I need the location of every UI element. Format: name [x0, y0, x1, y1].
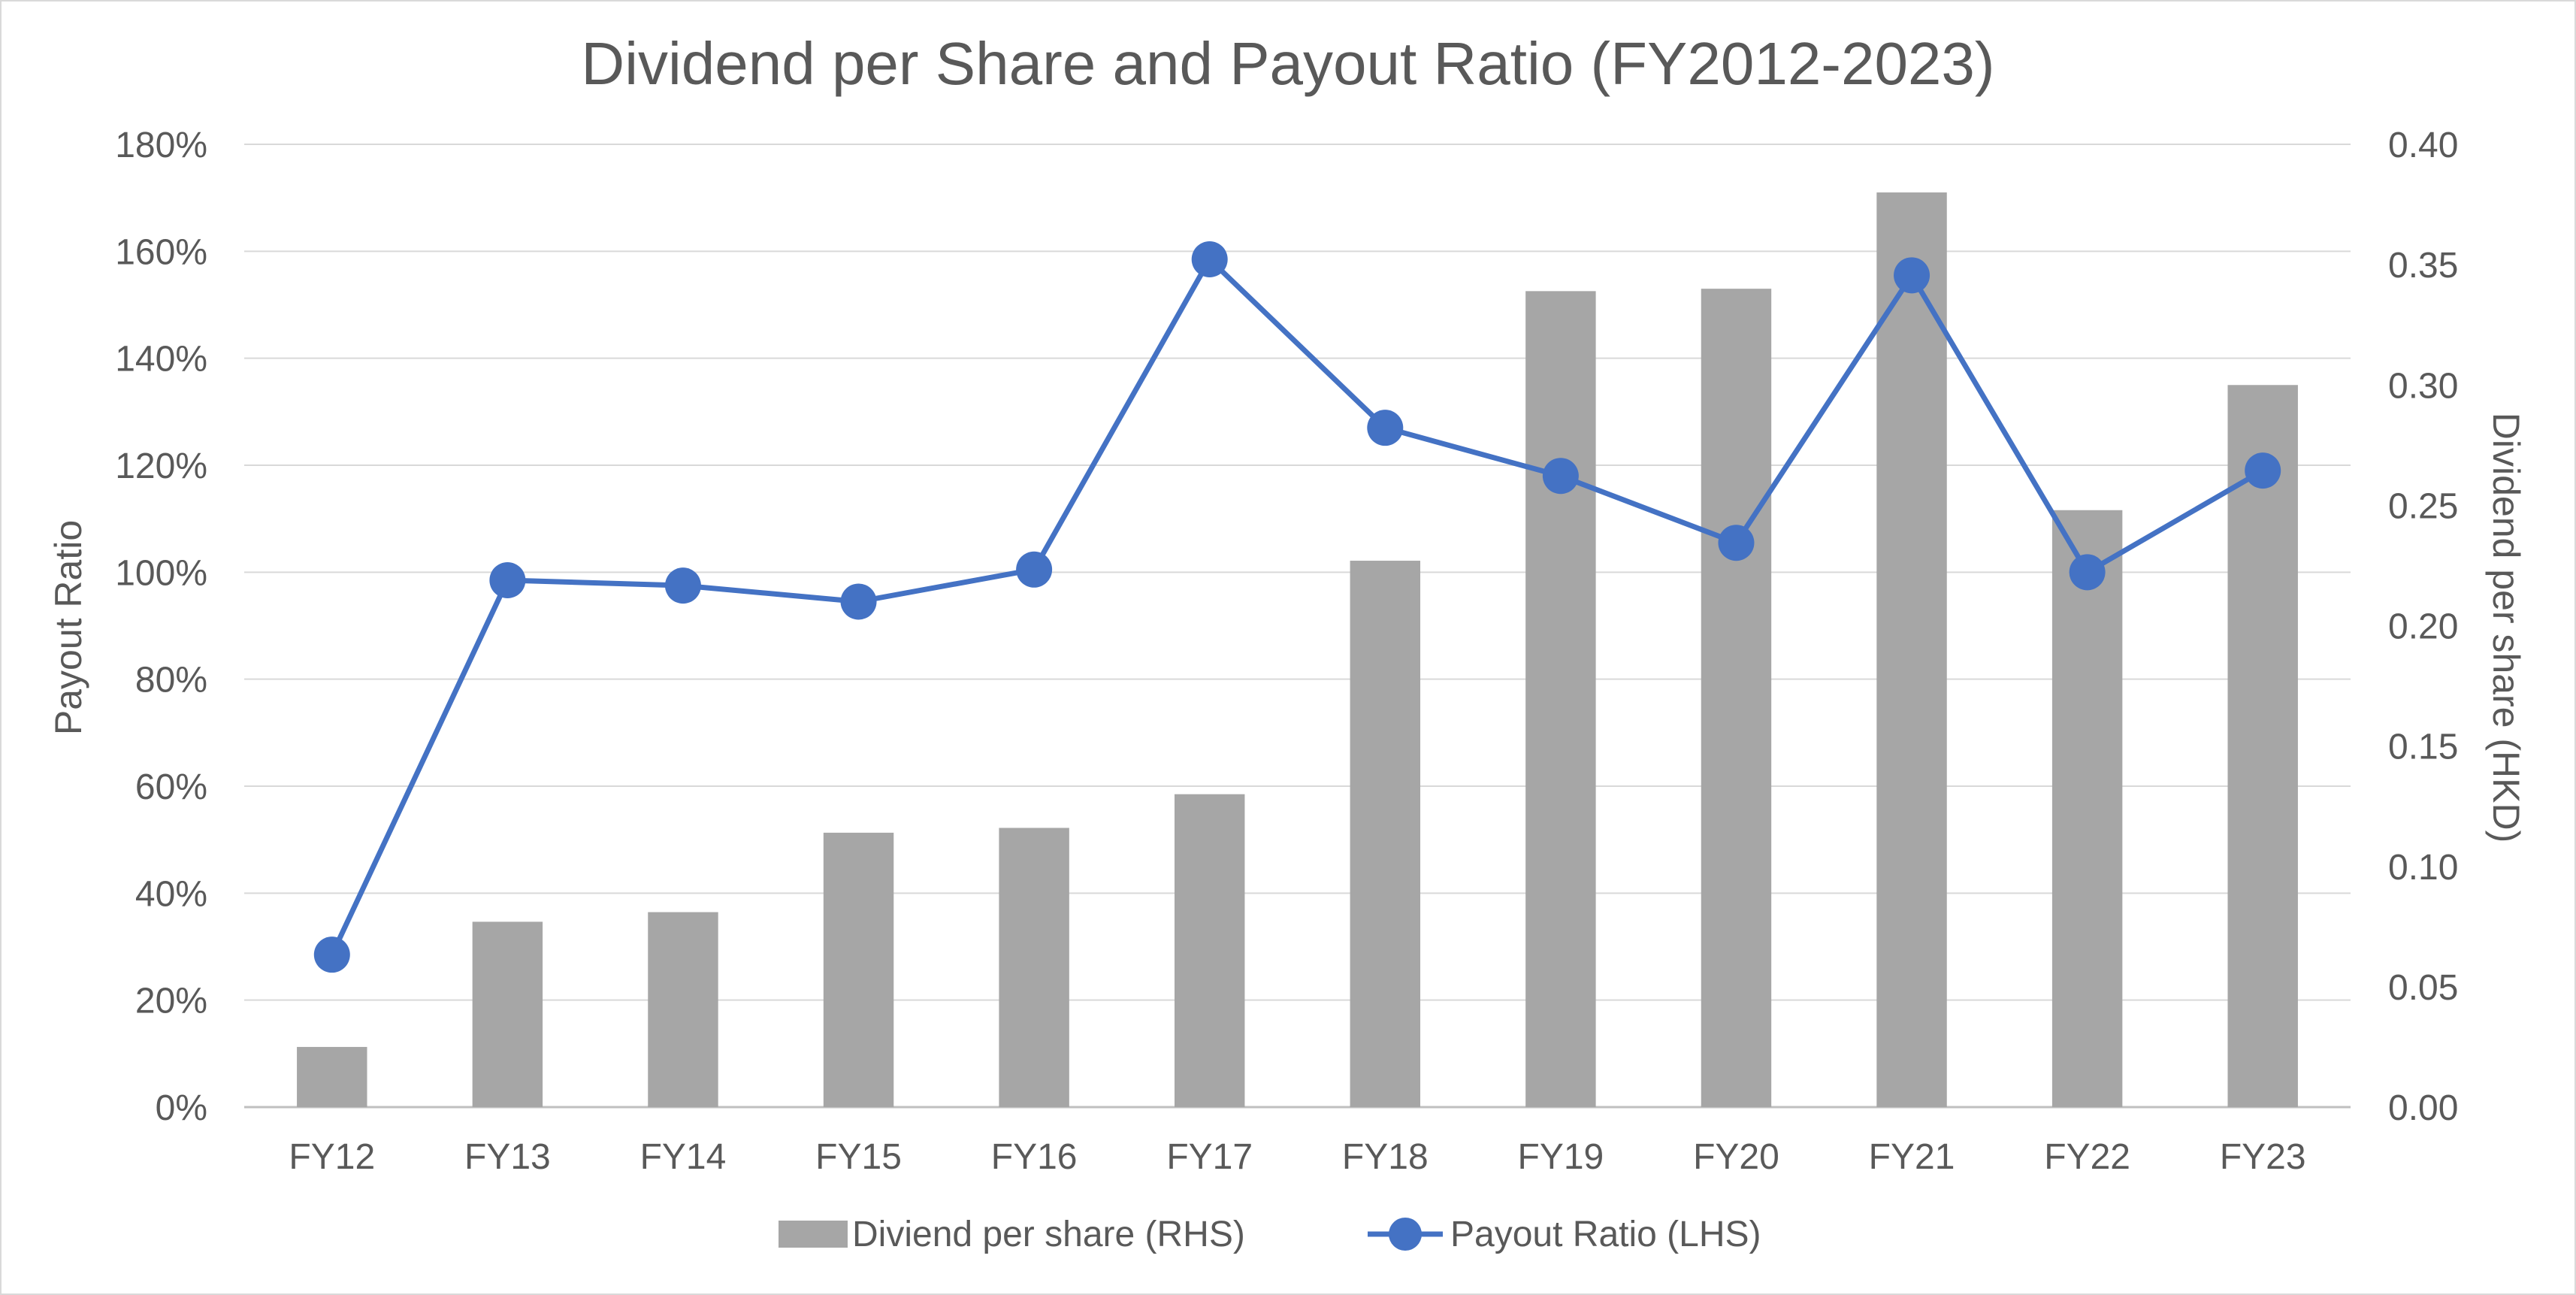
legend: Diviend per share (RHS) Payout Ratio (LH… — [779, 1215, 1761, 1254]
x-tick-label: FY17 — [1166, 1137, 1253, 1177]
payout-ratio-line — [329, 256, 2264, 956]
payout-point-fy18 — [1367, 410, 1404, 446]
bar-dps-fy22 — [2051, 510, 2123, 1107]
right-tick-label: 0.40 — [2388, 126, 2458, 165]
payout-point-fy19 — [1542, 458, 1579, 495]
legend-bar-swatch — [779, 1221, 848, 1248]
x-tick-label: FY13 — [464, 1137, 551, 1177]
right-tick-label: 0.10 — [2388, 848, 2458, 888]
x-tick-label: FY22 — [2044, 1137, 2130, 1177]
bar-dps-fy12 — [297, 1046, 367, 1107]
right-tick-label: 0.20 — [2388, 607, 2458, 647]
right-tick-label: 0.05 — [2388, 968, 2458, 1008]
x-tick-label: FY21 — [1869, 1137, 1955, 1177]
bar-dps-fy19 — [1525, 291, 1596, 1107]
bar-dps-fy18 — [1350, 561, 1421, 1107]
payout-point-fy14 — [664, 567, 701, 604]
left-tick-label: 80% — [135, 661, 207, 700]
left-tick-label: 0% — [156, 1088, 207, 1128]
left-tick-label: 140% — [115, 340, 207, 380]
right-tick-label: 0.00 — [2388, 1088, 2458, 1128]
right-tick-label: 0.25 — [2388, 486, 2458, 526]
bar-dps-fy15 — [823, 832, 894, 1107]
bar-dps-fy17 — [1174, 794, 1245, 1107]
left-tick-label: 40% — [135, 874, 207, 914]
left-tick-label: 180% — [115, 126, 207, 165]
x-tick-label: FY16 — [991, 1137, 1078, 1177]
left-axis-title: Payout Ratio — [47, 520, 89, 735]
x-tick-label: FY23 — [2220, 1137, 2306, 1177]
x-tick-label: FY14 — [640, 1137, 727, 1177]
gridlines — [244, 144, 2351, 1109]
right-tick-label: 0.15 — [2388, 728, 2458, 767]
left-tick-label: 60% — [135, 767, 207, 807]
bar-dps-fy13 — [472, 921, 543, 1107]
payout-point-fy22 — [2069, 554, 2106, 591]
bar-dps-fy16 — [999, 828, 1069, 1107]
bar-series — [297, 192, 2298, 1107]
payout-point-fy17 — [1191, 241, 1228, 278]
payout-point-fy23 — [2245, 452, 2281, 489]
x-tick-label: FY20 — [1693, 1137, 1779, 1177]
payout-point-fy16 — [1016, 551, 1053, 588]
bar-dps-fy23 — [2227, 385, 2298, 1107]
right-tick-label: 0.30 — [2388, 366, 2458, 406]
left-tick-label: 100% — [115, 553, 207, 593]
left-tick-label: 20% — [135, 982, 207, 1021]
bar-dps-fy14 — [648, 912, 718, 1107]
right-tick-label: 0.35 — [2388, 246, 2458, 286]
payout-point-fy21 — [1894, 257, 1930, 294]
bar-dps-fy20 — [1701, 289, 1772, 1107]
bar-dps-fy21 — [1876, 192, 1947, 1107]
left-tick-label: 120% — [115, 446, 207, 486]
legend-line-marker — [1389, 1218, 1422, 1251]
x-tick-label: FY19 — [1518, 1137, 1604, 1177]
payout-point-fy13 — [489, 562, 526, 599]
legend-bar-label: Diviend per share (RHS) — [852, 1215, 1245, 1254]
axes: 0% 20% 40% 60% 80% 100% 120% 140% 160% 180% 0.00 0.… — [115, 126, 2458, 1177]
chart-title: Dividend per Share and Payout Ratio (FY2… — [581, 30, 1994, 97]
left-tick-label: 160% — [115, 232, 207, 272]
x-tick-label: FY18 — [1342, 1137, 1429, 1177]
payout-point-fy12 — [313, 936, 350, 973]
right-axis-title: Dividend per share (HKD) — [2485, 413, 2527, 843]
line-series — [313, 241, 2281, 973]
payout-point-fy15 — [840, 583, 877, 620]
legend-line-label: Payout Ratio (LHS) — [1450, 1215, 1761, 1254]
x-tick-label: FY12 — [289, 1137, 375, 1177]
x-tick-label: FY15 — [815, 1137, 902, 1177]
payout-point-fy20 — [1718, 525, 1755, 561]
